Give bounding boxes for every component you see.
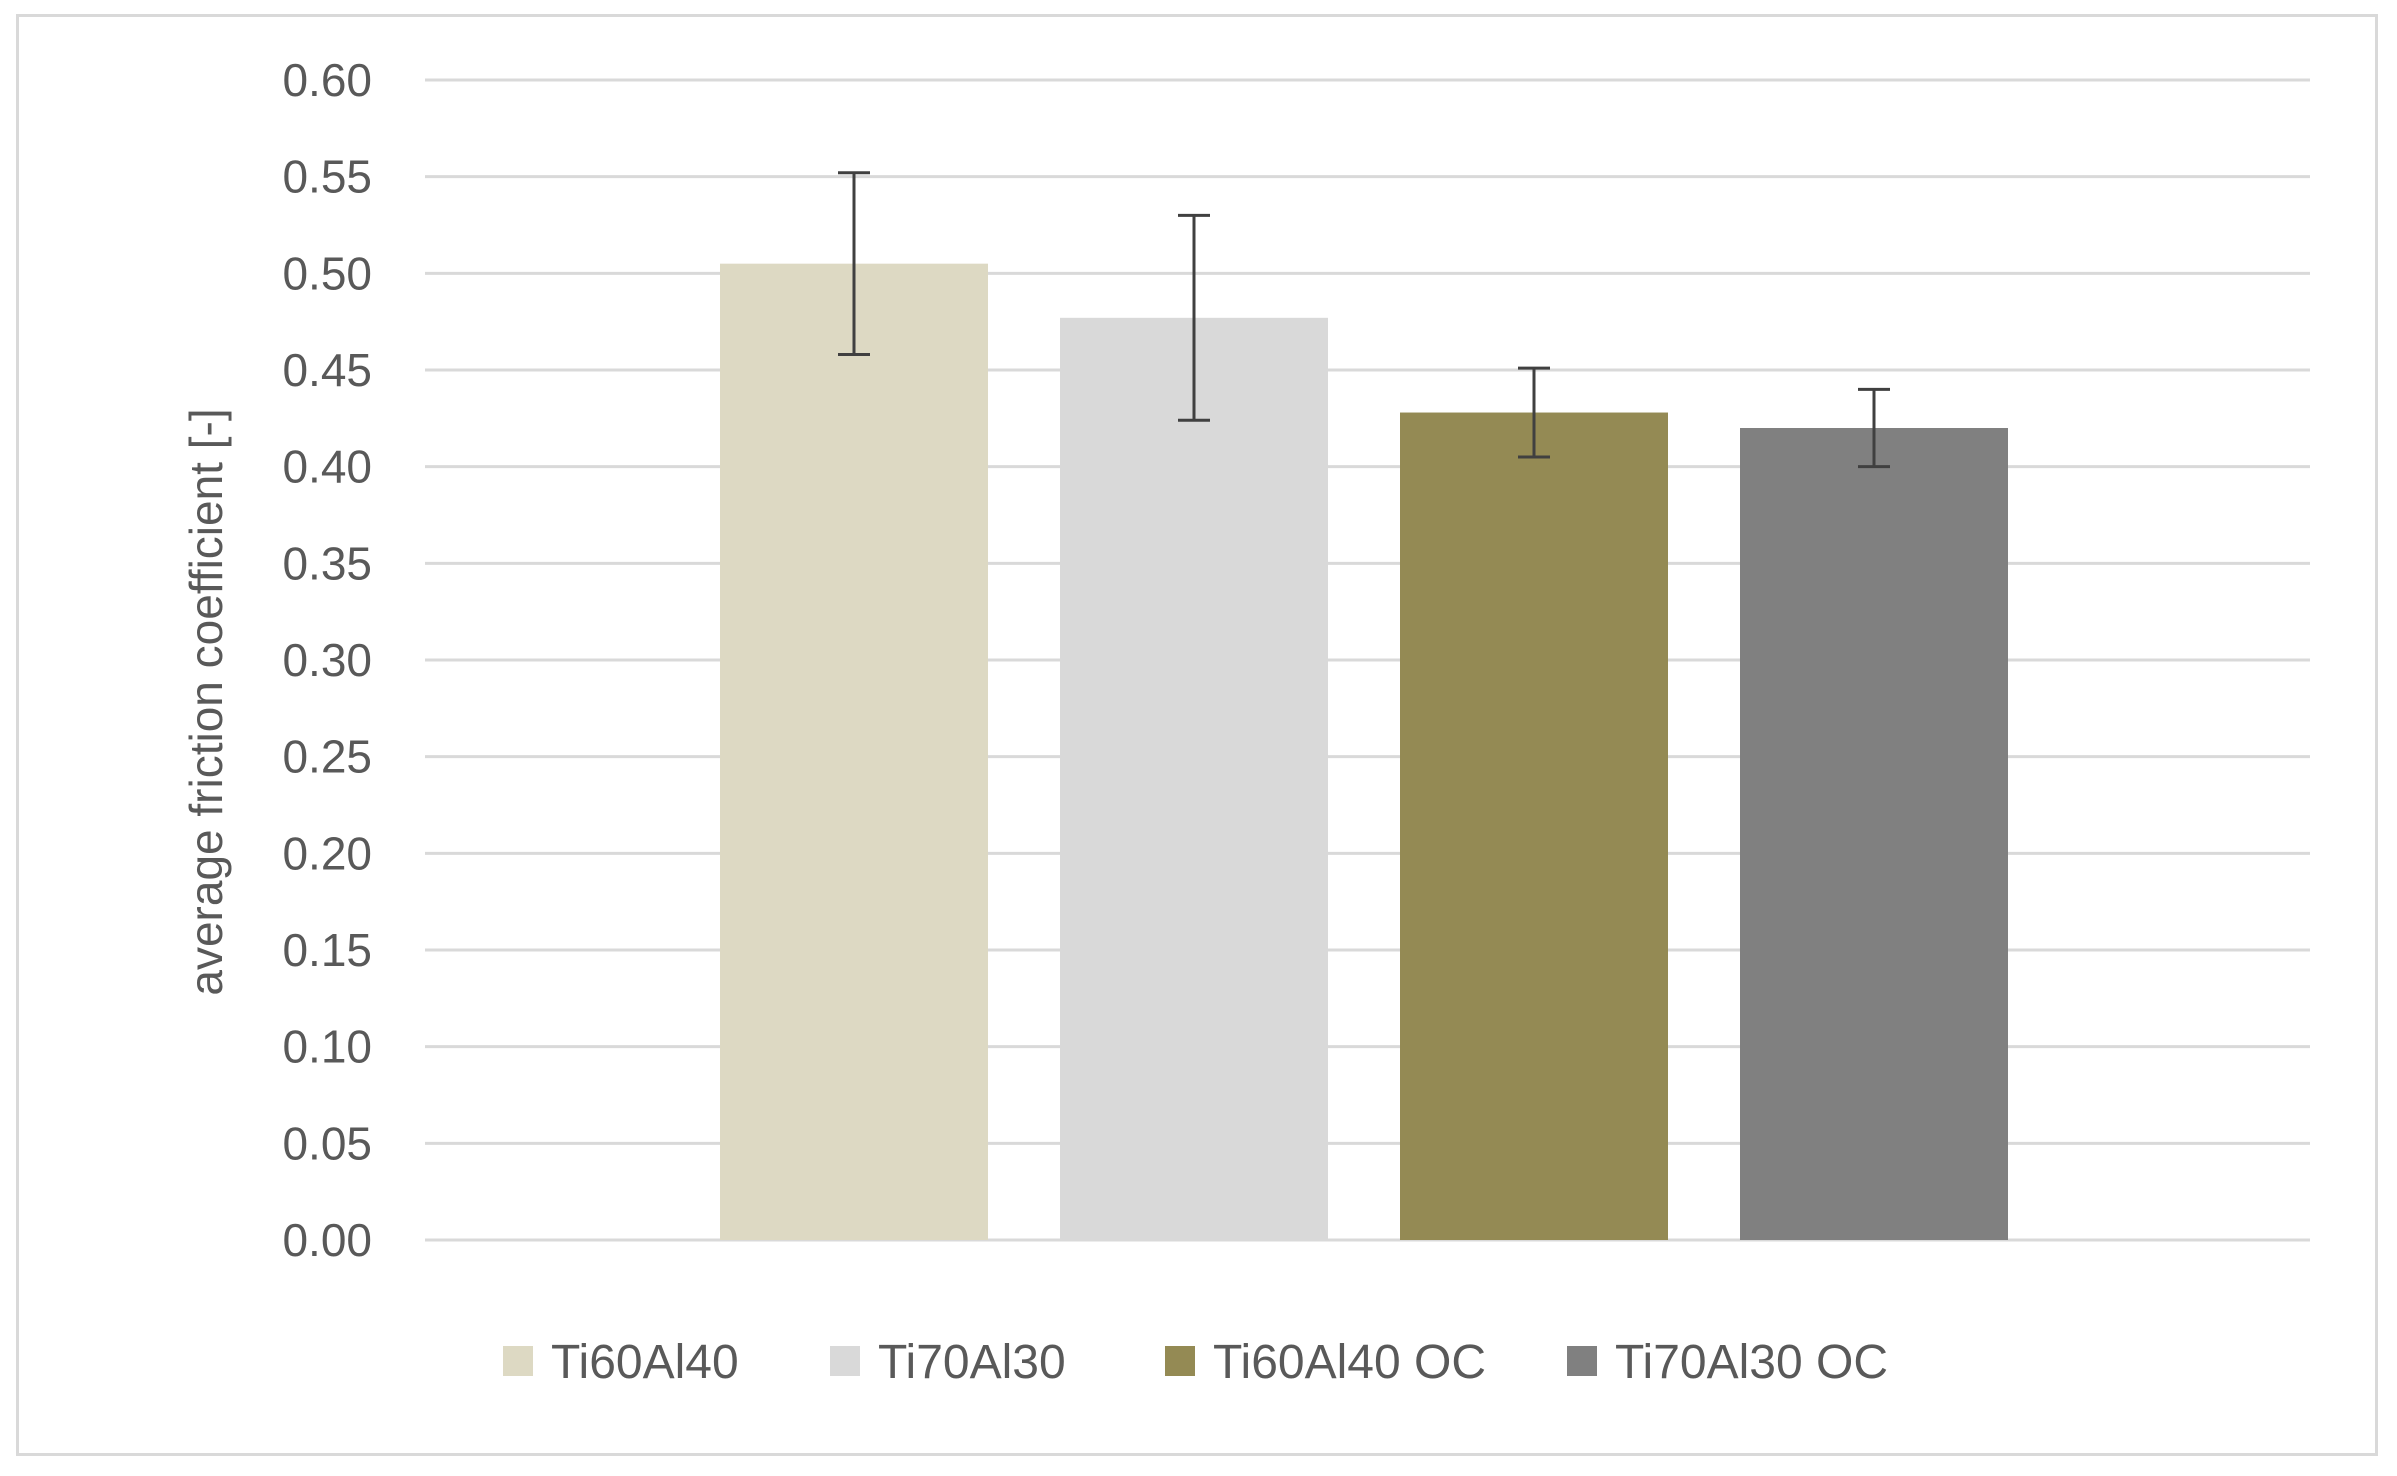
y-tick-label: 0.15: [282, 924, 372, 976]
y-tick-label: 0.25: [282, 731, 372, 783]
gridlines: [425, 78, 2310, 1242]
y-tick-label: 0.30: [282, 634, 372, 686]
legend-label: Ti70Al30 OC: [1615, 1336, 1888, 1389]
bar: [1400, 412, 1668, 1240]
bar: [1060, 317, 1328, 1240]
y-tick-label: 0.40: [282, 441, 372, 493]
y-tick-label: 0.50: [282, 247, 372, 299]
y-axis-title: average friction coefficient [-]: [180, 408, 232, 995]
y-tick-label: 0.05: [282, 1117, 372, 1169]
y-tick-label: 0.35: [282, 537, 372, 589]
bar: [1740, 428, 2008, 1240]
legend-label: Ti60Al40: [551, 1336, 739, 1389]
y-tick-label: 0.20: [282, 827, 372, 879]
legend-swatch: [1165, 1346, 1195, 1376]
bars: [720, 263, 2008, 1241]
legend-label: Ti60Al40 OC: [1213, 1336, 1486, 1389]
legend-swatch: [1567, 1346, 1597, 1376]
y-tick-label: 0.00: [282, 1214, 372, 1266]
y-axis-tick-labels: 0.00 0.05 0.10 0.15 0.20 0.25 0.30 0.35 0.40 0.45…: [282, 54, 372, 1266]
y-tick-label: 0.55: [282, 151, 372, 203]
y-tick-label: 0.10: [282, 1021, 372, 1073]
legend-label: Ti70Al30: [878, 1336, 1066, 1389]
error-bars: [838, 171, 1890, 469]
legend-swatch: [830, 1346, 860, 1376]
y-tick-label: 0.45: [282, 344, 372, 396]
legend: Ti60Al40 Ti70Al30 Ti60Al40 OC Ti70Al30 OC: [503, 1336, 1888, 1389]
bar: [720, 263, 988, 1241]
legend-swatch: [503, 1346, 533, 1376]
y-tick-label: 0.60: [282, 54, 372, 106]
